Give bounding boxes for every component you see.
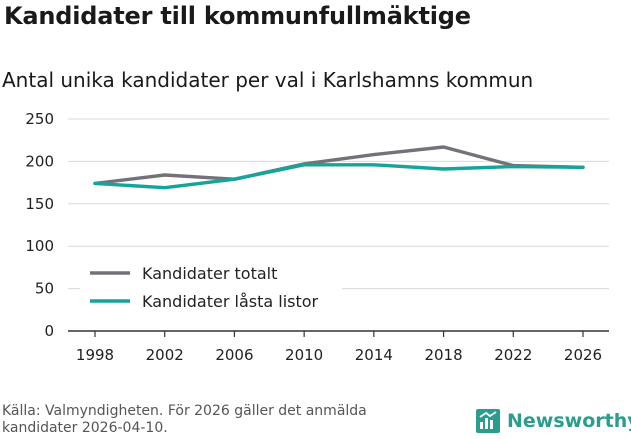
x-tick-label: 2006 <box>215 346 253 364</box>
x-tick-label: 2014 <box>355 346 393 364</box>
x-tick-label: 2010 <box>285 346 323 364</box>
y-tick-label: 50 <box>35 280 54 298</box>
x-tick-label: 2026 <box>564 346 602 364</box>
brand-name: Newsworthy <box>507 410 631 432</box>
y-tick-label: 150 <box>25 195 54 213</box>
series-line-2 <box>93 163 585 190</box>
legend-label-1: Kandidater totalt <box>142 264 277 283</box>
x-tick-label: 2018 <box>424 346 462 364</box>
x-tick-label: 1998 <box>76 346 114 364</box>
y-tick-label: 0 <box>44 322 54 340</box>
chart-title: Kandidater till kommunfullmäktige <box>4 2 471 30</box>
newsworthy-logo-icon <box>476 409 500 433</box>
legend-label-2: Kandidater låsta listor <box>142 292 319 311</box>
source-note: Källa: Valmyndigheten. För 2026 gäller d… <box>2 403 367 436</box>
y-tick-label: 100 <box>25 237 54 255</box>
x-tick-label: 2002 <box>146 346 184 364</box>
chart-subtitle: Antal unika kandidater per val i Karlsha… <box>2 68 534 92</box>
x-tick-label: 2022 <box>494 346 532 364</box>
legend-background <box>80 259 342 317</box>
series-line-1 <box>93 145 585 186</box>
y-tick-label: 200 <box>25 152 54 170</box>
brand-logo: Newsworthy <box>476 409 631 433</box>
line-chart: 0 50 100 150 200 250 1998 2002 2006 2010 2014 2018 2… <box>25 110 609 364</box>
y-tick-label: 250 <box>25 110 54 128</box>
